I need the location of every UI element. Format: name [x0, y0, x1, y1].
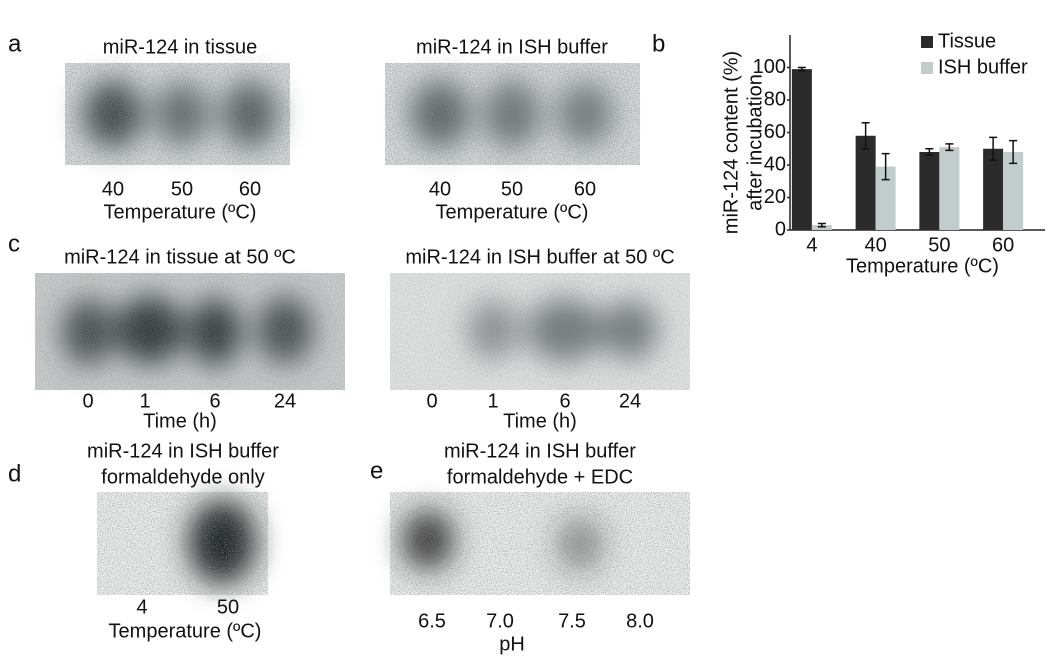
panel-letter: c: [8, 230, 20, 257]
error-bar: [861, 122, 870, 150]
lane-label: 24: [619, 390, 641, 412]
error-bar: [881, 152, 890, 181]
lane-label: 60: [574, 178, 596, 200]
lane-label: 40: [102, 178, 124, 200]
bar: [939, 147, 960, 230]
lane-label: 8.0: [626, 610, 654, 632]
blot: [390, 273, 690, 390]
y-axis-label: after incubation: [744, 74, 766, 211]
blot-title: miR-124 in ISH buffer: [444, 440, 636, 462]
bar: [1003, 152, 1024, 230]
blot-title: miR-124 in ISH buffer: [416, 36, 608, 58]
panel-letter: a: [8, 30, 22, 57]
legend-label: Tissue: [938, 30, 996, 52]
bar: [983, 148, 1004, 230]
blot: [390, 492, 690, 595]
lane-label: 4: [136, 596, 147, 618]
lane-label: 7.0: [486, 610, 514, 632]
blot-title: miR-124 in tissue: [103, 36, 258, 58]
blot: [385, 63, 640, 165]
x-tick-label: 40: [865, 234, 887, 256]
axis-label: Temperature (ºC): [104, 201, 257, 223]
lane-label: 50: [501, 178, 523, 200]
legend-swatch: [921, 36, 933, 48]
y-tick-label: 80: [764, 88, 786, 110]
panel-letter: e: [370, 457, 383, 484]
lane-label: 6.5: [418, 610, 446, 632]
lane-label: 24: [274, 390, 296, 412]
y-tick-label: 60: [764, 121, 786, 143]
panel-letter: d: [8, 460, 21, 487]
blot-title: miR-124 in ISH buffer: [87, 440, 279, 462]
x-tick-label: 50: [928, 234, 950, 256]
bar-chart: 0 20 40 60 80 100 miR-124 content (%) after inc…: [720, 30, 1045, 277]
lane-label: 1: [139, 390, 150, 412]
lane-label: 0: [82, 390, 93, 412]
lane-label: 7.5: [558, 610, 586, 632]
lane-label: 0: [426, 390, 437, 412]
bar: [811, 225, 832, 230]
axis-label: Time (h): [503, 410, 577, 432]
blot-title: formaldehyde only: [101, 466, 264, 488]
lane-label: 50: [171, 178, 193, 200]
blot: [35, 273, 345, 390]
error-bar: [989, 136, 998, 161]
legend-label: ISH buffer: [938, 56, 1028, 78]
lane-label: 40: [429, 178, 451, 200]
error-bar: [797, 66, 806, 72]
axis-label: Temperature (ºC): [436, 201, 589, 223]
y-tick-label: 20: [764, 186, 786, 208]
blot-title: miR-124 in tissue at 50 ºC: [64, 246, 296, 268]
error-bar: [925, 148, 934, 156]
lane-label: 6: [209, 390, 220, 412]
axis-label: pH: [499, 633, 525, 655]
blot: [97, 492, 268, 595]
y-tick-label: 0: [775, 218, 786, 240]
error-bar: [817, 222, 826, 228]
error-bar: [1009, 139, 1018, 165]
y-axis-label: miR-124 content (%): [720, 51, 742, 234]
y-tick-label: 40: [764, 153, 786, 175]
x-tick-label: 60: [992, 234, 1014, 256]
x-tick-label: 4: [806, 234, 817, 256]
bar: [791, 69, 812, 230]
error-bar: [945, 143, 954, 152]
lane-label: 60: [239, 178, 261, 200]
bar: [855, 135, 876, 230]
panel-letter: b: [652, 30, 665, 57]
lane-label: 1: [487, 390, 498, 412]
lane-label: 50: [217, 596, 239, 618]
legend-swatch: [921, 62, 933, 74]
blot-title: miR-124 in ISH buffer at 50 ºC: [405, 246, 674, 268]
lane-label: 6: [559, 390, 570, 412]
blot-title: formaldehyde + EDC: [447, 466, 633, 488]
axis-label: Temperature (ºC): [109, 620, 262, 642]
x-axis-label: Temperature (ºC): [846, 255, 999, 277]
axis-label: Time (h): [143, 410, 217, 432]
blot: [65, 63, 290, 165]
bar: [875, 166, 896, 230]
bar: [919, 152, 940, 230]
y-tick-label: 100: [753, 56, 786, 78]
